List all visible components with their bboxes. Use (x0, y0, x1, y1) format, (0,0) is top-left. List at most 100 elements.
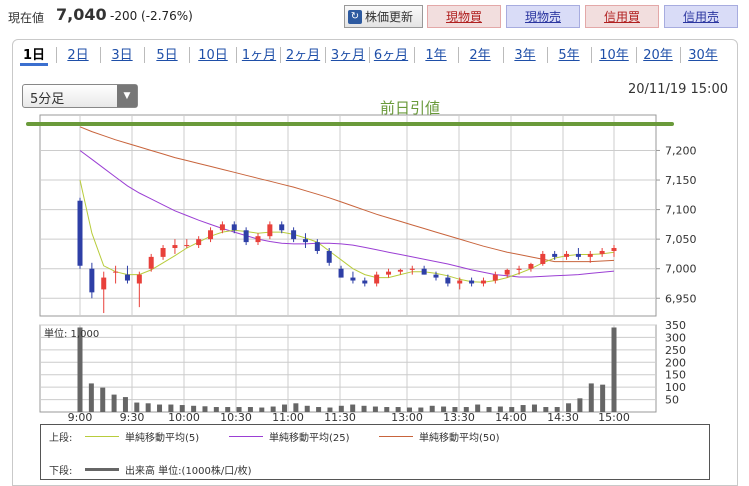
volume-bar (293, 403, 299, 412)
candle-body (492, 274, 498, 281)
tab-divider (325, 47, 326, 63)
update-price-button[interactable]: ↻ 株価更新 (344, 5, 423, 28)
price-tick-label: 6,950 (665, 292, 697, 305)
candle-body (480, 280, 486, 284)
candle-body (540, 253, 546, 264)
volume-bar (395, 407, 401, 412)
spot-sell-button[interactable]: 現物売 (506, 5, 580, 28)
legend-ma50-label: 単純移動平均(50) (419, 433, 500, 444)
tab-30year[interactable]: 30年 (688, 48, 718, 63)
candle-body (516, 268, 522, 270)
tab-6month[interactable]: 6ヶ月 (373, 48, 409, 63)
price-tick-label: 7,050 (665, 233, 697, 246)
time-tick-label: 13:30 (443, 411, 475, 424)
tab-1day[interactable]: 1日 (20, 44, 48, 66)
candle-body (326, 250, 332, 263)
volume-bar (452, 407, 458, 412)
candle-body (267, 224, 273, 237)
ma50-line (79, 126, 615, 263)
legend-lower-label: 下段: (49, 466, 73, 477)
tab-divider (503, 47, 504, 63)
tab-3day[interactable]: 3日 (111, 48, 133, 63)
volume-bar (213, 407, 219, 412)
volume-bar (191, 405, 197, 412)
time-tick-label: 10:00 (168, 411, 200, 424)
legend-lower-row: 下段: 出来高 単位:(1000株/口/枚) (49, 462, 699, 477)
candle-body (302, 239, 308, 243)
time-tick-label: 9:00 (68, 411, 93, 424)
candle-body (587, 253, 593, 257)
tab-divider (236, 47, 237, 63)
volume-bars (77, 327, 617, 412)
tab-divider (100, 47, 101, 63)
interval-select[interactable]: 5分足 ▼ (22, 84, 138, 108)
tab-divider (369, 47, 370, 63)
candle-body (409, 268, 415, 270)
tab-10day[interactable]: 10日 (198, 48, 228, 63)
legend-ma25-label: 単純移動平均(25) (269, 433, 350, 444)
tab-5day[interactable]: 5日 (156, 48, 178, 63)
candle-body (255, 236, 261, 243)
chevron-down-icon: ▼ (117, 85, 137, 107)
tab-20year[interactable]: 20年 (643, 48, 673, 63)
time-tick-label: 11:30 (324, 411, 356, 424)
tab-1year[interactable]: 1年 (425, 48, 447, 63)
time-tick-label: 13:00 (391, 411, 423, 424)
current-price-label: 現在値 (8, 11, 45, 25)
volume-bar (486, 407, 492, 412)
refresh-icon: ↻ (348, 9, 362, 24)
candle-body (136, 274, 142, 284)
volume-tick-label: 300 (665, 331, 686, 344)
axis-labels: 7,200 7,150 7,100 7,050 7,000 6,950 3503002502… (44, 144, 697, 424)
volume-tick-label: 150 (665, 369, 686, 382)
legend-volume-label: 出来高 単位:(1000株/口/枚) (125, 466, 252, 477)
volume-bar (588, 383, 594, 412)
tab-2year[interactable]: 2年 (469, 48, 491, 63)
candle-body (575, 253, 581, 257)
volume-bar (441, 406, 447, 412)
volume-bar (475, 404, 481, 412)
volume-bar (111, 394, 117, 412)
price-change: -200 (-2.76%) (110, 9, 193, 23)
volume-bar (327, 407, 333, 412)
time-tick-label: 11:00 (272, 411, 304, 424)
candle-body (113, 271, 119, 273)
candle-body (362, 280, 368, 284)
price-plot-frame (39, 114, 657, 317)
tab-divider (591, 47, 592, 63)
tab-2day[interactable]: 2日 (67, 48, 89, 63)
candle-body (89, 268, 95, 293)
margin-buy-button[interactable]: 信用買 (585, 5, 659, 28)
volume-bar (554, 407, 560, 412)
volume-unit-label: 単位: 1,000 (44, 327, 99, 340)
ma5-line (79, 179, 615, 283)
margin-sell-button[interactable]: 信用売 (664, 5, 738, 28)
candle-body (148, 256, 154, 269)
tab-divider (280, 47, 281, 63)
candle-body (374, 274, 380, 284)
candle-body (599, 250, 605, 254)
candle-body (611, 248, 617, 251)
tab-2month[interactable]: 2ヶ月 (285, 48, 321, 63)
tab-3year[interactable]: 3年 (514, 48, 536, 63)
volume-bar (100, 387, 106, 412)
candle-body (552, 253, 558, 257)
legend-volume: 出来高 単位:(1000株/口/枚) (85, 462, 252, 477)
volume-bar (88, 383, 94, 412)
tab-divider (189, 47, 190, 63)
volume-bar (179, 405, 185, 412)
time-tick-label: 14:00 (495, 411, 527, 424)
tab-1month[interactable]: 1ヶ月 (241, 48, 277, 63)
volume-bar (520, 405, 526, 412)
tab-divider (56, 47, 57, 63)
volume-bar (418, 407, 424, 412)
tab-3month[interactable]: 3ヶ月 (330, 48, 366, 63)
legend-upper-label: 上段: (49, 433, 73, 444)
volume-bar (259, 407, 265, 412)
spot-buy-button[interactable]: 現物買 (427, 5, 501, 28)
tab-divider (636, 47, 637, 63)
volume-bar (600, 384, 606, 412)
update-price-label: 株価更新 (365, 10, 414, 24)
tab-5year[interactable]: 5年 (558, 48, 580, 63)
tab-10year[interactable]: 10年 (599, 48, 629, 63)
